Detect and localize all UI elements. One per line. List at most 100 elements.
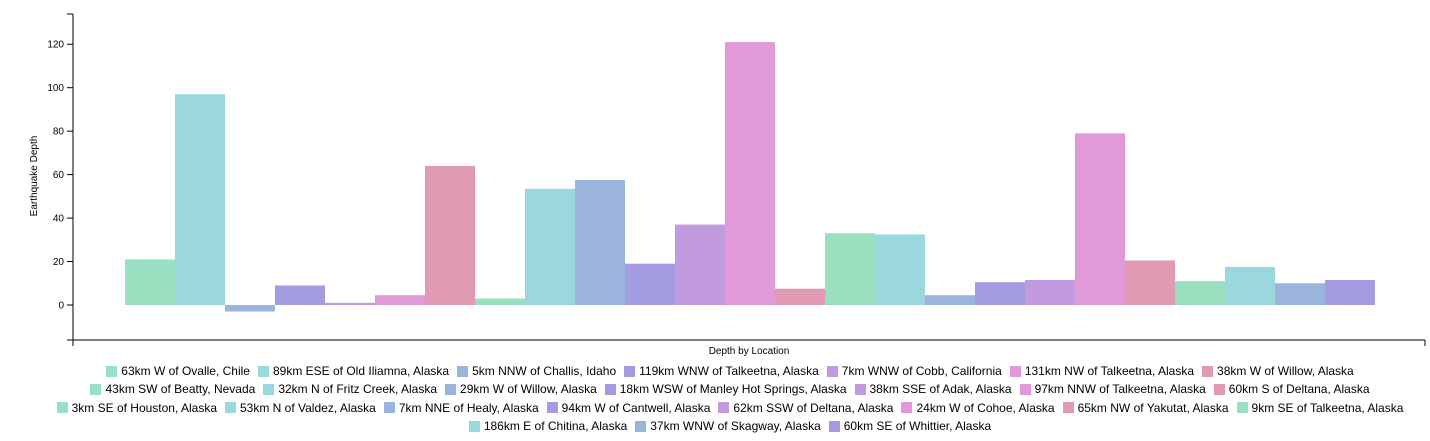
legend-swatch [624, 365, 636, 377]
legend-item: 65km NW of Yakutat, Alaska [1062, 399, 1229, 417]
legend-item: 119km WNW of Talkeetna, Alaska [624, 362, 819, 380]
legend-swatch [468, 420, 480, 432]
legend-item: 94km W of Cantwell, Alaska [546, 399, 711, 417]
legend-swatch [1062, 402, 1074, 414]
legend-label: 32km N of Fritz Creek, Alaska [278, 382, 438, 397]
legend: 63km W of Ovalle, Chile 89km ESE of Old I… [40, 362, 1420, 435]
legend-item: 89km ESE of Old Iliamna, Alaska [257, 362, 450, 380]
legend-label: 131km NW of Talkeetna, Alaska [1024, 364, 1195, 378]
legend-swatch [457, 365, 469, 377]
legend-item: 37km WNW of Skagway, Alaska [635, 417, 821, 435]
legend-swatch [383, 402, 395, 414]
legend-item: 60km S of Deltana, Alaska [1213, 380, 1370, 398]
legend-item: 5km NNW of Challis, Idaho [457, 362, 616, 380]
legend-item: 63km W of Ovalle, Chile [106, 362, 250, 380]
bar-21 [1125, 260, 1175, 305]
legend-item: 60km SE of Whittier, Alaska [828, 417, 992, 435]
bar-24 [1275, 283, 1325, 305]
legend-item: 38km SSE of Adak, Alaska [854, 380, 1012, 398]
y-tick-label-100: 100 [47, 83, 64, 94]
legend-item: 186km E of Chitina, Alaska [468, 417, 628, 435]
legend-item: 43km SW of Beatty, Nevada [90, 380, 255, 398]
legend-label: 18km WSW of Manley Hot Springs, Alaska [619, 382, 847, 397]
y-tick-label-120: 120 [47, 40, 64, 51]
legend-label: 37km WNW of Skagway, Alaska [650, 418, 821, 433]
bar-10 [575, 180, 625, 305]
legend-item: 9km SE of Talkeetna, Alaska [1236, 399, 1404, 417]
bar-9 [525, 188, 575, 305]
legend-label: 38km SSE of Adak, Alaska [869, 382, 1012, 397]
legend-label: 5km NNW of Challis, Idaho [472, 364, 617, 378]
legend-item: 38km W of Willow, Alaska [1202, 362, 1354, 380]
bar-3 [225, 305, 275, 312]
legend-item: 7km NNE of Healy, Alaska [383, 399, 539, 417]
legend-swatch [901, 402, 913, 414]
y-tick-label-40: 40 [53, 214, 65, 225]
legend-item: 97km NNW of Talkeetna, Alaska [1019, 380, 1206, 398]
legend-label: 186km E of Chitina, Alaska [483, 418, 628, 433]
legend-label: 94km W of Cantwell, Alaska [561, 400, 711, 415]
legend-label: 7km WNW of Cobb, California [841, 364, 1002, 378]
bar-8 [475, 298, 525, 305]
legend-label: 89km ESE of Old Iliamna, Alaska [272, 364, 450, 378]
bar-25 [1325, 280, 1375, 305]
bar-18 [975, 282, 1025, 305]
legend-label: 9km SE of Talkeetna, Alaska [1251, 400, 1404, 415]
bar-2 [175, 94, 225, 306]
legend-swatch [1213, 383, 1225, 395]
legend-swatch [1009, 365, 1021, 377]
legend-swatch [106, 365, 118, 377]
bar-7 [425, 165, 475, 305]
legend-swatch [225, 402, 236, 414]
bar-16 [875, 234, 925, 305]
legend-label: 60km S of Deltana, Alaska [1228, 382, 1370, 397]
legend-item: 3km SE of Houston, Alaska [56, 399, 217, 417]
legend-item: 7km WNW of Cobb, California [826, 362, 1002, 380]
legend-item: 131km NW of Talkeetna, Alaska [1009, 362, 1195, 380]
bar-20 [1075, 133, 1125, 305]
legend-label: 60km SE of Whittier, Alaska [843, 418, 992, 433]
bar-22 [1175, 281, 1225, 305]
legend-label: 53km N of Valdez, Alaska [240, 400, 376, 415]
legend-item: 18km WSW of Manley Hot Springs, Alaska [604, 380, 847, 398]
bar-1 [125, 259, 175, 305]
legend-label: 65km NW of Yakutat, Alaska [1077, 400, 1229, 415]
x-axis [72, 339, 1426, 346]
y-axis: 0 20 40 60 80 100 120 [47, 13, 74, 341]
legend-label: 97km NNW of Talkeetna, Alaska [1034, 382, 1206, 397]
bar-19 [1025, 280, 1075, 305]
legend-swatch [56, 402, 68, 414]
y-tick-label-60: 60 [53, 170, 65, 181]
y-tick-label-0: 0 [58, 301, 64, 312]
bar-12 [675, 224, 725, 305]
y-axis-title: Earthquake Depth [29, 136, 40, 217]
legend-label: 3km SE of Houston, Alaska [71, 400, 217, 415]
legend-swatch [1236, 402, 1248, 414]
bar-14 [775, 288, 825, 305]
legend-item: 24km W of Cohoe, Alaska [901, 399, 1055, 417]
legend-swatch [546, 402, 558, 414]
legend-swatch [718, 402, 730, 414]
bar-11 [625, 263, 675, 305]
legend-item: 53km N of Valdez, Alaska [225, 399, 376, 417]
legend-swatch [826, 365, 838, 377]
legend-swatch [1019, 383, 1031, 395]
legend-label: 62km SSW of Deltana, Alaska [733, 400, 894, 415]
y-tick-label-20: 20 [53, 257, 65, 268]
legend-label: 7km NNE of Healy, Alaska [398, 400, 539, 415]
legend-swatch [90, 383, 102, 395]
y-tick-label-80: 80 [53, 127, 65, 138]
bar-6 [375, 295, 425, 305]
legend-item: 62km SSW of Deltana, Alaska [718, 399, 893, 417]
legend-label: 119km WNW of Talkeetna, Alaska [639, 364, 819, 378]
legend-label: 38km W of Willow, Alaska [1217, 364, 1354, 378]
legend-swatch [257, 365, 269, 377]
legend-swatch [635, 420, 647, 432]
bar-15 [825, 233, 875, 305]
legend-swatch [1202, 365, 1214, 377]
legend-swatch [854, 383, 866, 395]
bar-4 [275, 285, 325, 305]
legend-item: 29km W of Willow, Alaska [445, 380, 597, 398]
legend-swatch [263, 383, 275, 395]
bar-23 [1225, 266, 1275, 305]
